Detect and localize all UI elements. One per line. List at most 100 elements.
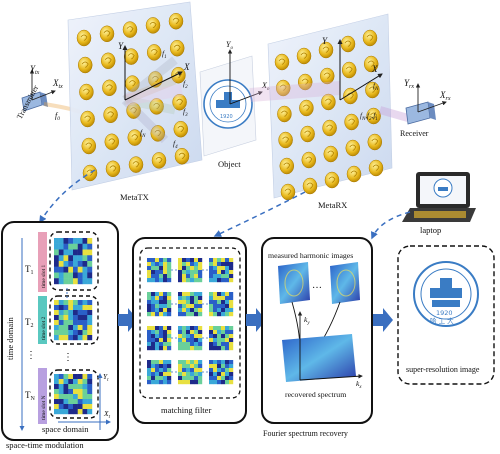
- matching-filter-pattern: [147, 360, 172, 385]
- f2-label: f2: [183, 79, 188, 90]
- rx-f-list: fN,f2,f1: [360, 112, 378, 122]
- meta-atom: [105, 160, 121, 178]
- matching-filter-pattern: [178, 326, 203, 351]
- receiver: Yrx Xrx Receiver: [400, 78, 451, 138]
- object: 1920 Yo Xo Object: [199, 40, 270, 169]
- meta-atom: [150, 125, 166, 142]
- space-time-modulation-panel: time domain T1 T2 ⋮ TN time slot 1 time …: [1, 221, 119, 441]
- meta-atom: [278, 131, 293, 149]
- meta-atom: [145, 17, 161, 34]
- time-slot-1-label: time slot 1: [41, 265, 47, 288]
- t1-label: T1: [25, 264, 34, 276]
- meta-atom: [127, 129, 143, 146]
- matching-filter-pattern: [209, 258, 234, 283]
- meta-atom: [321, 93, 336, 111]
- meta-atom: [126, 102, 141, 119]
- meta-atom: [100, 52, 116, 70]
- meta-atom: [173, 120, 189, 138]
- x-tx-label: Xtx: [52, 78, 63, 90]
- matching-filter-label: matching filter: [161, 405, 211, 415]
- time-domain-label: time domain: [5, 317, 15, 360]
- matching-filter-pattern: [209, 360, 234, 385]
- meta-atom: [362, 29, 378, 47]
- meta-atom: [301, 151, 317, 169]
- laptop-label: laptop: [420, 225, 441, 235]
- matching-filter-pattern: [178, 292, 203, 317]
- fN-label: fN: [140, 128, 146, 139]
- time-slot-1-bar: [38, 232, 47, 292]
- arrow-recovery-to-result: [373, 308, 393, 332]
- super-resolution-label: super-resolution image: [406, 365, 480, 374]
- meta-atom: [322, 119, 337, 137]
- matching-filter-patterns: [147, 258, 234, 385]
- metatx-panel: Y X f1 f2 f3 f4 fN MetaTX: [67, 1, 203, 202]
- xt-label: Xt: [103, 409, 111, 420]
- fourier-recovery-panel: measured harmonic images … ky kx recover…: [261, 237, 373, 438]
- meta-atom: [169, 39, 185, 57]
- yt-label: Yt: [103, 372, 109, 383]
- laptop: laptop: [402, 172, 476, 235]
- meta-atom: [368, 159, 384, 177]
- matching-filter-pattern: [147, 292, 172, 317]
- meta-atom: [346, 165, 362, 183]
- meta-atom: [324, 171, 340, 189]
- pattern-vdots: ⋮: [63, 352, 73, 363]
- matching-filter-pattern: [178, 360, 203, 385]
- meta-atom: [296, 47, 312, 65]
- matching-filter-panel: matching filter: [132, 237, 247, 424]
- space-time-modulation-label: space-time modulation: [6, 440, 84, 450]
- meta-atom: [275, 79, 291, 97]
- metarx-x-label: X: [371, 64, 378, 74]
- meta-atom: [299, 99, 314, 117]
- metatx-coin-array: [76, 12, 190, 182]
- meta-atom: [318, 41, 334, 59]
- time-slot-N-label: time slot N: [41, 396, 47, 420]
- f4-label: f4: [173, 139, 178, 150]
- modulation-pattern-N: [54, 374, 93, 415]
- meta-atom: [341, 61, 357, 79]
- metarx-to-filter-arrow: [213, 191, 306, 237]
- meta-atom: [343, 87, 358, 105]
- meta-atom: [82, 164, 98, 182]
- meta-atom: [323, 145, 339, 163]
- recovered-spectrum-label: recovered spectrum: [285, 390, 346, 399]
- modulation-pattern-2: [54, 300, 93, 341]
- metarx-coin-array: [274, 29, 384, 201]
- kx-label: kx: [356, 379, 362, 390]
- meta-atom: [297, 73, 313, 91]
- meta-atom: [319, 67, 335, 85]
- t2-label: T2: [25, 317, 34, 329]
- ky-label: ky: [304, 315, 310, 326]
- object-emblem-year: 1920: [220, 114, 233, 120]
- meta-atom: [172, 93, 187, 111]
- meta-atom: [102, 79, 117, 97]
- meta-atom: [146, 44, 162, 61]
- y-rx-label: Yrx: [404, 78, 414, 90]
- space-domain-label: space domain: [42, 424, 89, 434]
- meta-atom: [99, 25, 115, 43]
- meta-atom: [128, 156, 144, 173]
- y-tx-label: Ytx: [30, 64, 40, 76]
- measured-harmonic-images-label: measured harmonic images: [268, 251, 353, 260]
- meta-atom: [122, 21, 138, 38]
- tN-label: TN: [25, 390, 36, 402]
- metarx-y-label: Y: [322, 36, 328, 46]
- matching-filter-pattern: [209, 326, 234, 351]
- matching-filter-pattern: [147, 258, 172, 283]
- recovered-spectrum-image: [282, 334, 356, 382]
- meta-atom: [340, 35, 356, 53]
- y-o-label: Yo: [226, 40, 233, 51]
- meta-atom: [79, 83, 94, 101]
- meta-atom: [366, 107, 381, 125]
- fourier-recovery-label: Fourier spectrum recovery: [263, 429, 348, 438]
- t-vdots: ⋮: [26, 350, 36, 361]
- metarx-label: MetaRX: [318, 200, 347, 210]
- meta-atom: [363, 55, 379, 73]
- f1-label: f1: [162, 49, 167, 60]
- meta-atom: [300, 125, 315, 143]
- receiver-label: Receiver: [400, 129, 429, 138]
- harmonic-dots: …: [312, 280, 322, 291]
- meta-atom: [168, 12, 184, 30]
- meta-atom: [274, 53, 290, 71]
